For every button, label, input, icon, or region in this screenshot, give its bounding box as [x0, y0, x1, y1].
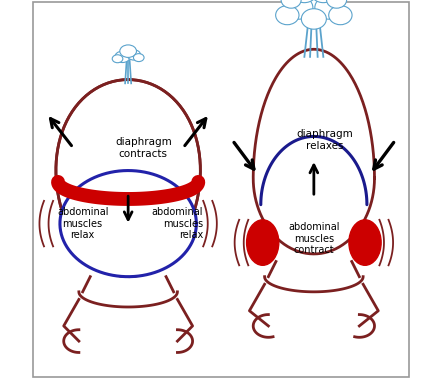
- Text: abdominal
muscles
relax: abdominal muscles relax: [152, 207, 203, 240]
- Ellipse shape: [133, 53, 144, 61]
- Polygon shape: [60, 171, 196, 277]
- Polygon shape: [253, 49, 374, 254]
- Ellipse shape: [329, 6, 352, 25]
- Ellipse shape: [112, 55, 123, 63]
- Ellipse shape: [311, 0, 336, 3]
- Polygon shape: [56, 80, 200, 277]
- Ellipse shape: [301, 9, 326, 29]
- Ellipse shape: [247, 220, 279, 265]
- Ellipse shape: [327, 0, 347, 8]
- Text: abdominal
muscles
relax: abdominal muscles relax: [57, 207, 108, 240]
- Ellipse shape: [276, 6, 299, 25]
- Ellipse shape: [298, 0, 330, 17]
- Ellipse shape: [285, 0, 313, 19]
- FancyBboxPatch shape: [34, 2, 408, 377]
- Ellipse shape: [292, 0, 317, 3]
- Ellipse shape: [349, 220, 381, 265]
- Ellipse shape: [315, 0, 343, 19]
- Text: diaphragm
relaxes: diaphragm relaxes: [297, 130, 354, 151]
- Ellipse shape: [115, 51, 130, 63]
- Text: diaphragm
contracts: diaphragm contracts: [115, 137, 171, 158]
- Ellipse shape: [281, 0, 301, 8]
- Text: abdominal
muscles
contract: abdominal muscles contract: [288, 222, 339, 255]
- Ellipse shape: [120, 45, 137, 57]
- Ellipse shape: [127, 50, 141, 60]
